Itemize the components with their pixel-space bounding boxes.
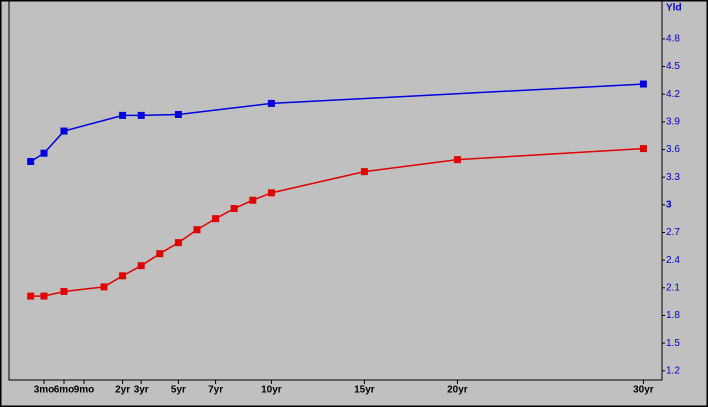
data-point	[639, 145, 647, 153]
data-point	[249, 196, 257, 204]
y-tick-label: 1.2	[666, 365, 680, 376]
data-point	[27, 157, 35, 165]
data-point	[40, 149, 48, 157]
data-point	[267, 189, 275, 197]
y-tick-label: 3	[666, 199, 672, 210]
y-tick-label: 3.3	[666, 172, 680, 183]
data-point	[100, 283, 108, 291]
data-point	[119, 111, 127, 119]
series-line	[30, 83, 644, 163]
data-point	[60, 287, 68, 295]
x-tick-label: 30yr	[633, 385, 654, 396]
data-point	[193, 226, 201, 234]
y-tick-label: 1.8	[666, 310, 680, 321]
y-tick-label: 4.2	[666, 89, 680, 100]
data-point	[267, 99, 275, 107]
x-tick-label: 7yr	[208, 385, 223, 396]
data-point	[40, 292, 48, 300]
x-tick-label: 6mo	[54, 385, 75, 396]
data-point	[174, 239, 182, 247]
x-tick-label: 20yr	[447, 385, 468, 396]
y-tick-label: 3.9	[666, 116, 680, 127]
data-point	[60, 127, 68, 135]
plot-frame	[8, 1, 663, 381]
data-point	[137, 262, 145, 270]
y-tick-label: 3.6	[666, 144, 680, 155]
x-tick-label: 3yr	[134, 385, 149, 396]
data-point	[639, 80, 647, 88]
x-tick-label: 9mo	[74, 385, 95, 396]
y-tick-label: 1.5	[666, 338, 680, 349]
data-point	[137, 111, 145, 119]
data-point	[212, 215, 220, 223]
data-point	[27, 292, 35, 300]
y-tick-label: 4.5	[666, 61, 680, 72]
data-point	[174, 110, 182, 118]
y-tick-label: 2.7	[666, 227, 680, 238]
series-line	[30, 147, 644, 297]
y-tick-label: 2.1	[666, 282, 680, 293]
y-axis-label: Yld	[666, 3, 682, 14]
x-tick-label: 15yr	[354, 385, 375, 396]
x-tick-label: 10yr	[261, 385, 282, 396]
x-tick-label: 3mo	[34, 385, 55, 396]
data-point	[156, 250, 164, 258]
data-point	[360, 168, 368, 176]
y-tick-label: 2.4	[666, 255, 680, 266]
y-tick-label: 4.8	[666, 34, 680, 45]
data-point	[453, 156, 461, 164]
x-tick-label: 2yr	[115, 385, 130, 396]
data-point	[119, 272, 127, 280]
x-tick-label: 5yr	[171, 385, 186, 396]
data-point	[230, 205, 238, 213]
